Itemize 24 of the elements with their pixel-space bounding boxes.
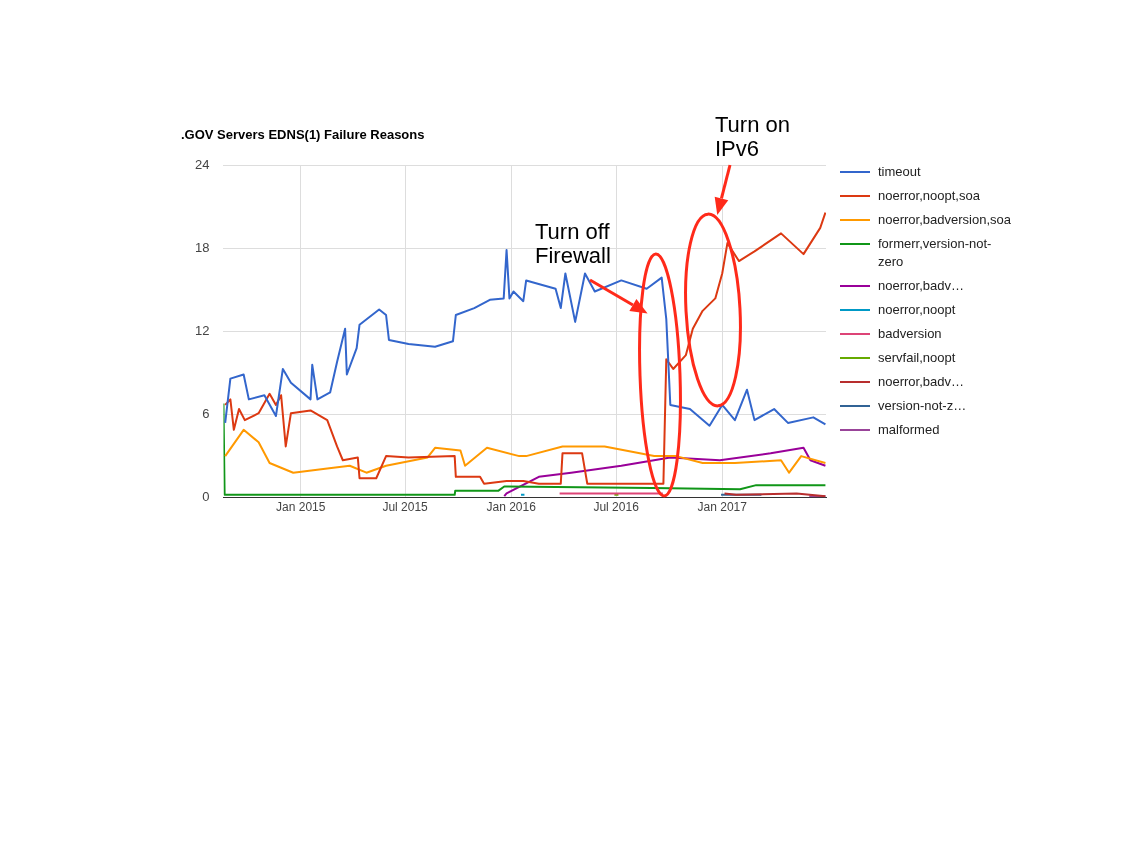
legend-label: malformed <box>878 421 940 439</box>
y-tick-label: 18 <box>194 240 210 256</box>
legend-label: noerror,noopt <box>878 301 956 319</box>
y-tick-label: 12 <box>194 323 210 339</box>
legend-label: noerror,badversion,soa <box>878 211 1011 229</box>
legend-label: version-not-z… <box>878 397 967 415</box>
x-tick-label: Jul 2016 <box>593 500 640 515</box>
legend-label: badversion <box>878 325 942 343</box>
x-tick-label: Jul 2015 <box>382 500 429 515</box>
chart-title: .GOV Servers EDNS(1) Failure Reasons <box>181 127 425 143</box>
legend-label: servfail,noopt <box>878 349 956 367</box>
legend-label: noerror,badv… <box>878 373 964 391</box>
y-tick-label: 6 <box>202 406 210 422</box>
x-tick-label: Jan 2017 <box>697 500 748 515</box>
text: Turn on IPv6 <box>715 112 791 161</box>
legend-label: timeout <box>878 163 921 181</box>
y-tick-label: 0 <box>202 489 210 505</box>
x-tick-label: Jan 2016 <box>486 500 537 515</box>
legend-label: noerror,noopt,soa <box>878 187 980 205</box>
legend-label: formerr,version-not-zero <box>878 235 993 271</box>
legend-label: noerror,badv… <box>878 277 964 295</box>
x-tick-label: Jan 2015 <box>276 500 326 515</box>
y-tick-label: 24 <box>194 157 210 173</box>
annotation: Turn off Firewall <box>535 219 612 268</box>
